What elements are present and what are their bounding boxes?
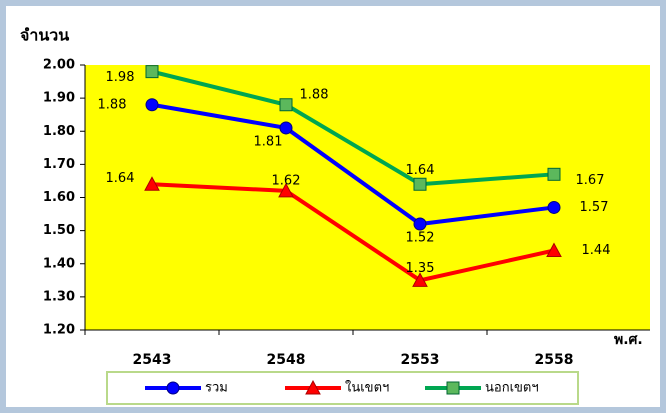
x-tick-label: 2548 xyxy=(267,352,306,368)
y-tick-label: 1.50 xyxy=(43,223,75,238)
y-tick-label: 1.40 xyxy=(43,256,75,271)
point xyxy=(547,200,561,214)
line xyxy=(151,69,555,187)
data-label: 1.64 xyxy=(106,171,135,186)
data-label: 1.57 xyxy=(580,200,609,215)
x-tick-label: 2543 xyxy=(133,352,172,368)
y-tick-label: 1.70 xyxy=(43,157,75,172)
data-label: 1.88 xyxy=(300,87,329,102)
y-tick-label: 1.60 xyxy=(43,190,75,205)
point xyxy=(278,182,294,198)
y-tick-label: 1.30 xyxy=(43,289,75,304)
data-label: 1.81 xyxy=(254,134,283,149)
data-label: 1.35 xyxy=(406,261,435,276)
point xyxy=(279,121,293,135)
point xyxy=(413,217,427,231)
x-axis-label: พ.ศ. xyxy=(614,332,643,348)
point xyxy=(546,242,562,257)
y-tick-label: 1.90 xyxy=(43,91,75,106)
point xyxy=(413,177,427,191)
line xyxy=(151,102,555,227)
plot-area xyxy=(85,65,650,330)
data-label: 1.52 xyxy=(406,231,435,246)
point xyxy=(166,381,180,395)
y-axis-label: จำนวน xyxy=(20,26,69,45)
point xyxy=(412,272,428,287)
data-label: 1.88 xyxy=(98,97,127,112)
point xyxy=(279,98,293,112)
point xyxy=(145,65,159,79)
point xyxy=(446,381,460,395)
y-tick-label: 1.80 xyxy=(43,124,75,139)
line xyxy=(151,182,555,283)
data-label: 1.62 xyxy=(272,173,301,188)
data-label: 1.98 xyxy=(106,70,135,85)
point xyxy=(144,176,160,191)
legend-label: นอกเขตฯ xyxy=(485,381,539,396)
x-tick-label: 2553 xyxy=(401,352,440,368)
point xyxy=(547,167,561,181)
point xyxy=(305,379,321,395)
x-tick-label: 2558 xyxy=(535,352,574,368)
y-tick-label: 2.00 xyxy=(43,58,75,73)
data-label: 1.64 xyxy=(406,163,435,178)
legend-label: รวม xyxy=(205,381,228,396)
legend-label: ในเขตฯ xyxy=(345,380,389,396)
point xyxy=(145,98,159,112)
data-label: 1.67 xyxy=(576,173,605,188)
data-label: 1.44 xyxy=(582,243,611,258)
y-tick-label: 1.20 xyxy=(43,323,75,338)
